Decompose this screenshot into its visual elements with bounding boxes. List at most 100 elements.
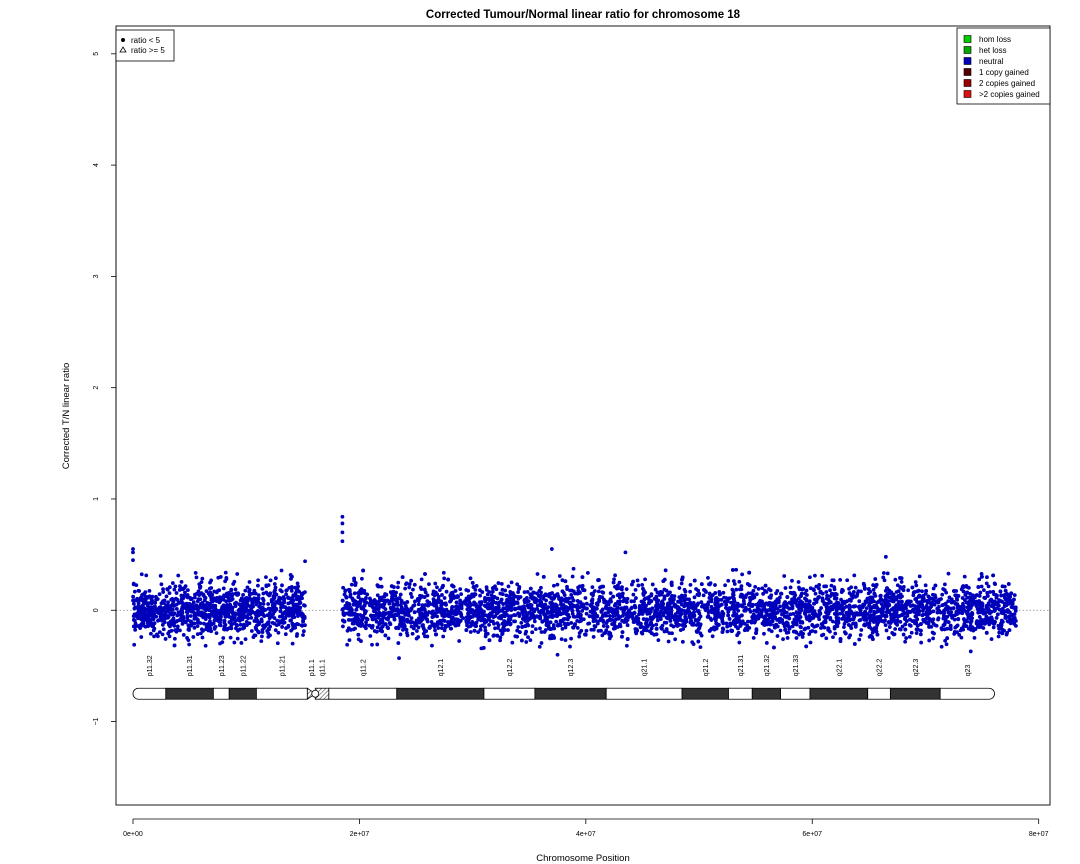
data-point xyxy=(343,604,348,608)
data-point xyxy=(881,571,886,575)
data-point xyxy=(222,593,226,598)
data-point xyxy=(923,583,928,588)
data-point xyxy=(981,611,986,616)
data-point xyxy=(739,592,744,597)
data-point xyxy=(513,613,518,618)
data-point xyxy=(380,620,385,625)
data-point xyxy=(471,585,476,590)
data-point xyxy=(266,583,271,587)
data-point xyxy=(259,619,264,624)
data-point xyxy=(956,617,961,621)
data-point xyxy=(554,593,559,597)
data-point xyxy=(352,576,357,581)
data-point xyxy=(946,599,951,604)
data-point xyxy=(521,613,526,618)
data-point xyxy=(721,590,726,595)
data-point xyxy=(224,599,229,604)
data-point xyxy=(212,626,217,631)
data-point xyxy=(828,588,832,593)
data-point xyxy=(730,568,735,572)
data-point xyxy=(531,590,536,595)
data-point xyxy=(910,585,915,590)
data-point xyxy=(916,600,921,605)
data-point xyxy=(876,599,881,604)
data-point xyxy=(515,634,520,639)
data-point xyxy=(525,616,530,621)
data-point xyxy=(570,608,575,613)
data-point xyxy=(754,631,758,635)
data-point xyxy=(149,631,153,636)
data-point xyxy=(607,631,612,636)
data-point xyxy=(176,612,181,617)
data-point xyxy=(340,607,345,612)
data-point xyxy=(670,631,674,636)
data-point xyxy=(291,615,295,620)
data-point xyxy=(219,609,224,613)
data-point xyxy=(847,587,851,591)
data-point xyxy=(238,622,243,627)
data-point xyxy=(146,607,151,612)
data-point xyxy=(255,600,260,605)
data-point xyxy=(169,597,174,602)
data-point xyxy=(198,621,203,626)
data-point xyxy=(782,614,787,619)
data-point xyxy=(217,600,222,605)
data-point xyxy=(726,578,731,583)
data-point xyxy=(812,601,816,606)
data-point xyxy=(510,640,515,645)
data-point xyxy=(410,631,415,636)
data-point xyxy=(181,633,186,637)
data-point xyxy=(632,603,637,608)
data-point xyxy=(347,589,352,594)
data-point xyxy=(542,630,547,634)
data-point xyxy=(791,590,796,595)
data-point xyxy=(286,601,291,606)
data-point xyxy=(224,591,229,596)
data-point xyxy=(636,583,641,588)
data-point xyxy=(869,605,874,610)
data-point xyxy=(291,603,296,608)
data-point xyxy=(146,601,151,606)
data-point xyxy=(713,583,717,587)
data-point xyxy=(567,601,572,606)
data-point xyxy=(241,593,246,597)
data-point xyxy=(470,620,475,624)
data-point xyxy=(963,624,968,628)
data-point xyxy=(468,624,473,629)
data-point xyxy=(944,642,949,647)
data-point xyxy=(342,619,347,624)
data-point xyxy=(630,582,634,587)
data-point xyxy=(342,592,347,597)
data-point xyxy=(370,642,374,647)
data-point xyxy=(931,636,935,641)
data-point xyxy=(409,578,414,583)
data-point xyxy=(951,606,956,610)
data-point xyxy=(927,638,932,643)
data-point xyxy=(858,608,863,613)
data-point xyxy=(897,600,902,604)
data-point xyxy=(584,611,589,616)
data-point xyxy=(794,614,798,619)
data-point xyxy=(553,613,558,618)
data-point xyxy=(218,595,222,600)
data-point xyxy=(442,628,447,633)
data-point xyxy=(493,626,497,631)
data-point xyxy=(375,642,380,647)
data-point xyxy=(509,580,514,585)
data-point xyxy=(425,617,429,622)
data-point xyxy=(289,608,294,613)
data-point xyxy=(435,585,439,590)
data-point xyxy=(760,586,765,591)
data-point xyxy=(980,574,984,579)
data-point xyxy=(341,585,346,590)
data-point xyxy=(559,606,564,611)
data-point xyxy=(930,630,935,635)
data-point xyxy=(736,626,740,631)
data-point xyxy=(814,584,819,589)
data-point xyxy=(208,590,213,595)
data-point xyxy=(181,616,186,621)
data-point xyxy=(396,641,401,645)
data-point xyxy=(763,617,767,622)
chart-title: Corrected Tumour/Normal linear ratio for… xyxy=(426,9,741,21)
data-point xyxy=(604,628,609,633)
